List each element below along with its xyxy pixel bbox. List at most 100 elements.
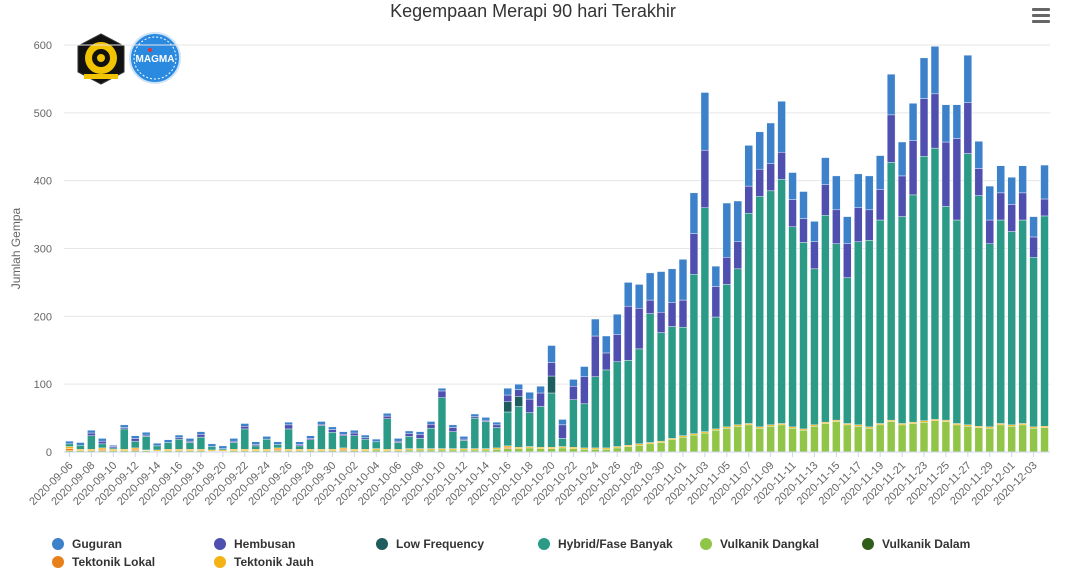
bar-segment[interactable] (700, 431, 710, 434)
bar-segment[interactable] (284, 428, 293, 450)
bar-segment[interactable] (908, 140, 918, 196)
bar-segment[interactable] (777, 179, 786, 424)
bar-segment[interactable] (306, 439, 315, 450)
bar-segment[interactable] (821, 423, 830, 453)
bar-segment[interactable] (109, 446, 118, 449)
bar-segment[interactable] (887, 419, 896, 422)
bar-segment[interactable] (930, 420, 940, 453)
bar-segment[interactable] (1040, 427, 1049, 453)
bar-segment[interactable] (120, 427, 129, 430)
bar-segment[interactable] (295, 445, 304, 450)
bar-segment[interactable] (547, 375, 556, 394)
bar-segment[interactable] (854, 424, 863, 427)
bar-segment[interactable] (481, 448, 490, 451)
bar-segment[interactable] (645, 443, 655, 453)
bar-segment[interactable] (733, 200, 742, 242)
bar-segment[interactable] (98, 447, 107, 450)
bar-segment[interactable] (952, 219, 962, 424)
bar-segment[interactable] (120, 449, 129, 451)
legend-item[interactable]: Tektonik Jauh (214, 555, 314, 569)
bar-segment[interactable] (394, 438, 403, 442)
bar-segment[interactable] (766, 163, 775, 192)
bar-segment[interactable] (624, 445, 633, 447)
bar-segment[interactable] (547, 448, 556, 453)
bar-segment[interactable] (1007, 424, 1016, 427)
bar-segment[interactable] (142, 432, 151, 436)
bar-segment[interactable] (843, 423, 852, 426)
bar-segment[interactable] (711, 286, 720, 318)
bar-segment[interactable] (251, 444, 260, 447)
bar-segment[interactable] (865, 209, 874, 241)
bar-segment[interactable] (87, 432, 96, 436)
bar-segment[interactable] (897, 216, 907, 424)
bar-segment[interactable] (536, 448, 545, 453)
bar-segment[interactable] (174, 437, 184, 440)
bar-segment[interactable] (722, 426, 731, 429)
bar-segment[interactable] (448, 424, 458, 428)
bar-segment[interactable] (426, 423, 436, 429)
bar-segment[interactable] (65, 440, 74, 445)
bar-segment[interactable] (547, 447, 556, 449)
bar-segment[interactable] (810, 221, 819, 242)
bar-segment[interactable] (854, 241, 863, 426)
bar-segment[interactable] (525, 392, 534, 400)
bar-segment[interactable] (897, 424, 907, 453)
bar-segment[interactable] (87, 435, 96, 450)
bar-segment[interactable] (339, 449, 348, 451)
bar-segment[interactable] (908, 194, 918, 423)
bar-segment[interactable] (284, 449, 293, 451)
bar-segment[interactable] (624, 305, 633, 361)
bar-segment[interactable] (1029, 236, 1038, 258)
bar-segment[interactable] (689, 274, 699, 434)
bar-segment[interactable] (459, 440, 469, 449)
bar-segment[interactable] (602, 369, 611, 449)
bar-segment[interactable] (897, 141, 907, 177)
bar-segment[interactable] (1018, 165, 1027, 194)
bar-segment[interactable] (930, 46, 940, 95)
bar-segment[interactable] (503, 447, 512, 449)
bar-segment[interactable] (339, 447, 348, 450)
bar-segment[interactable] (689, 434, 699, 453)
bar-segment[interactable] (908, 421, 918, 424)
bar-segment[interactable] (525, 412, 534, 447)
bar-segment[interactable] (777, 101, 786, 153)
bar-segment[interactable] (163, 449, 173, 451)
bar-segment[interactable] (295, 441, 304, 445)
bar-segment[interactable] (667, 439, 677, 453)
bar-segment[interactable] (306, 435, 315, 439)
bar-segment[interactable] (152, 445, 162, 451)
bar-segment[interactable] (76, 449, 85, 451)
bar-segment[interactable] (185, 440, 195, 443)
bar-segment[interactable] (284, 424, 293, 430)
bar-segment[interactable] (865, 426, 874, 429)
bar-segment[interactable] (613, 447, 622, 453)
bar-segment[interactable] (1018, 424, 1027, 453)
bar-segment[interactable] (821, 184, 830, 216)
bar-segment[interactable] (656, 442, 666, 453)
bar-segment[interactable] (733, 268, 742, 426)
bar-segment[interactable] (481, 417, 490, 421)
bar-segment[interactable] (645, 442, 655, 445)
bar-segment[interactable] (941, 206, 951, 421)
bar-segment[interactable] (974, 427, 983, 453)
bar-segment[interactable] (1007, 177, 1016, 205)
bar-segment[interactable] (887, 421, 896, 453)
bar-segment[interactable] (240, 428, 249, 450)
bar-segment[interactable] (810, 241, 819, 270)
bar-segment[interactable] (887, 162, 896, 421)
bar-segment[interactable] (131, 449, 140, 451)
bar-segment[interactable] (394, 442, 403, 450)
bar-segment[interactable] (569, 386, 578, 400)
bar-segment[interactable] (229, 442, 238, 450)
bar-segment[interactable] (963, 426, 972, 453)
bar-segment[interactable] (700, 207, 710, 432)
bar-segment[interactable] (974, 426, 983, 428)
bar-segment[interactable] (470, 416, 479, 419)
bar-segment[interactable] (142, 434, 151, 437)
bar-segment[interactable] (185, 442, 195, 450)
bar-segment[interactable] (394, 440, 403, 443)
bar-segment[interactable] (218, 448, 227, 451)
bar-segment[interactable] (667, 438, 677, 440)
bar-segment[interactable] (799, 218, 808, 243)
bar-segment[interactable] (788, 199, 797, 227)
